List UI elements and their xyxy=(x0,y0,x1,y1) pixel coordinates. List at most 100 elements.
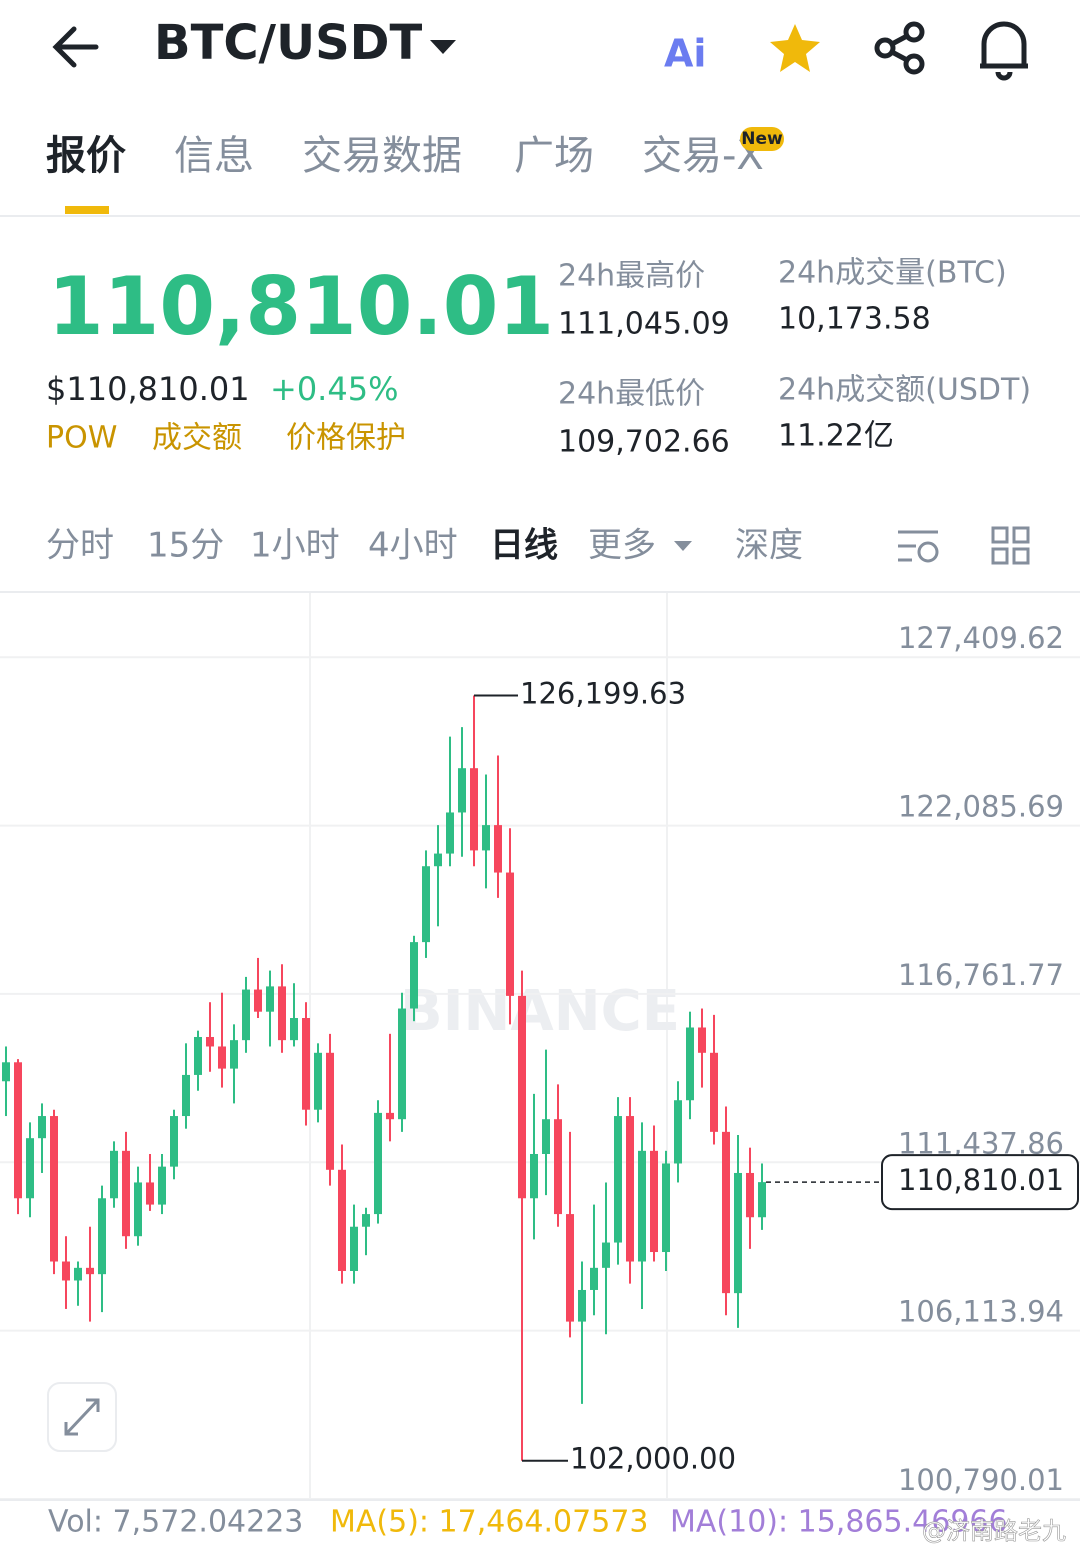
candle-body xyxy=(146,1182,154,1205)
stat-label: 24h成交量(BTC) xyxy=(778,256,1007,291)
candle-body xyxy=(230,1040,238,1069)
candlestick-chart: BINANCE100,790.01106,113.94111,437.86116… xyxy=(0,593,1080,1500)
last-price: 110,810.01 xyxy=(48,260,554,353)
candle-body xyxy=(278,986,286,1041)
fullscreen-icon xyxy=(64,1398,100,1436)
candle-body xyxy=(266,986,274,1012)
back-button[interactable] xyxy=(52,26,99,68)
tag[interactable]: 成交额 xyxy=(152,421,242,456)
candle-body xyxy=(14,1062,22,1199)
candle-body xyxy=(590,1267,598,1290)
watermark: @济南路老九 xyxy=(922,1517,1066,1545)
favorite-star[interactable] xyxy=(770,24,820,72)
candle-body xyxy=(386,1112,394,1120)
volume: Vol: 7,572.04223 xyxy=(48,1505,303,1540)
candle-body xyxy=(194,1036,202,1075)
candle-body xyxy=(134,1182,142,1237)
interval-tab[interactable]: 1小时 xyxy=(250,526,340,566)
interval-tab[interactable]: 深度 xyxy=(735,526,803,566)
candle-body xyxy=(470,768,478,851)
tab[interactable]: 交易数据 xyxy=(302,133,462,179)
candle-body xyxy=(686,1027,694,1101)
candle-body xyxy=(638,1150,646,1262)
candle-body xyxy=(578,1289,586,1322)
price-change: +0.45% xyxy=(270,370,398,408)
candle-body xyxy=(734,1172,742,1294)
candle-body xyxy=(26,1138,34,1199)
tab[interactable]: 报价 xyxy=(46,133,126,179)
candle-body xyxy=(494,825,502,873)
tag[interactable]: 价格保护 xyxy=(286,421,406,456)
interval-tab[interactable]: 分时 xyxy=(46,526,114,566)
candle-body xyxy=(2,1062,10,1082)
tab[interactable]: 信息 xyxy=(174,133,254,179)
candle-body xyxy=(158,1166,166,1205)
candle-body xyxy=(542,1119,550,1154)
candle-body xyxy=(614,1116,622,1243)
candle-body xyxy=(566,1214,574,1322)
candle-body xyxy=(290,1018,298,1041)
candle-body xyxy=(530,1153,538,1199)
candle-body xyxy=(86,1267,94,1275)
pair-dropdown[interactable] xyxy=(430,40,456,54)
interval-tab[interactable]: 更多 xyxy=(588,526,656,566)
tab-bar: 报价 信息 交易数据 广场 交易-X xyxy=(46,133,764,179)
candle-body xyxy=(626,1116,634,1262)
stat-label: 24h成交额(USDT) xyxy=(778,373,1031,408)
candle-body xyxy=(122,1150,130,1237)
candle-body xyxy=(350,1226,358,1271)
candle-body xyxy=(722,1131,730,1294)
new-badge xyxy=(740,127,784,151)
candle-body xyxy=(314,1052,322,1110)
stat-label: 24h最高价 xyxy=(558,259,705,294)
candle-body xyxy=(446,812,454,854)
y-tick-label: 100,790.01 xyxy=(898,1463,1064,1497)
ai-button[interactable]: Ai xyxy=(664,32,706,76)
candle-body xyxy=(110,1150,118,1199)
new-badge-text: New xyxy=(741,129,783,149)
indicator-settings[interactable] xyxy=(898,530,939,563)
candle-body xyxy=(170,1116,178,1167)
candle-body xyxy=(602,1242,610,1268)
candle-body xyxy=(710,1052,718,1132)
candle-body xyxy=(482,825,490,851)
ma5: MA(5): 17,464.07573 xyxy=(330,1505,649,1540)
candle-body xyxy=(758,1182,766,1218)
candle-body xyxy=(254,989,262,1012)
candle-body xyxy=(674,1100,682,1164)
stat-label: 24h最低价 xyxy=(558,377,705,412)
candle-body xyxy=(410,942,418,1009)
pair-title[interactable]: BTC/USDT xyxy=(154,15,422,71)
interval-tab[interactable]: 日线 xyxy=(490,526,558,566)
layout-toggle[interactable] xyxy=(991,526,1030,565)
candle-body xyxy=(650,1150,658,1253)
stat-value: 10,173.58 xyxy=(778,302,931,337)
tab[interactable]: 广场 xyxy=(514,133,594,179)
stat-value: 11.22亿 xyxy=(778,419,894,454)
alert-bell[interactable] xyxy=(980,21,1028,81)
tab-indicator xyxy=(65,206,109,214)
stat-value: 109,702.66 xyxy=(558,425,730,460)
candle-body xyxy=(326,1052,334,1170)
low-label: 102,000.00 xyxy=(570,1442,736,1476)
candle-body xyxy=(242,989,250,1041)
candle-body xyxy=(422,866,430,943)
high-label: 126,199.63 xyxy=(520,676,686,710)
candle-body xyxy=(62,1261,70,1281)
last-price-label: 110,810.01 xyxy=(898,1163,1064,1197)
candle-body xyxy=(506,872,514,996)
candle-body xyxy=(662,1163,670,1253)
interval-bar: 分时 15分 1小时 4小时 日线 更多 深度 xyxy=(46,526,803,566)
more-dropdown[interactable] xyxy=(674,541,692,551)
y-tick-label: 122,085.69 xyxy=(898,790,1064,824)
candle-body xyxy=(338,1169,346,1271)
y-tick-label: 127,409.62 xyxy=(898,621,1064,655)
share-button[interactable] xyxy=(874,21,925,75)
candle-body xyxy=(698,1027,706,1053)
candle-body xyxy=(182,1074,190,1117)
tag[interactable]: POW xyxy=(46,421,117,456)
interval-tab[interactable]: 15分 xyxy=(147,526,224,566)
interval-tab[interactable]: 4小时 xyxy=(368,526,458,566)
